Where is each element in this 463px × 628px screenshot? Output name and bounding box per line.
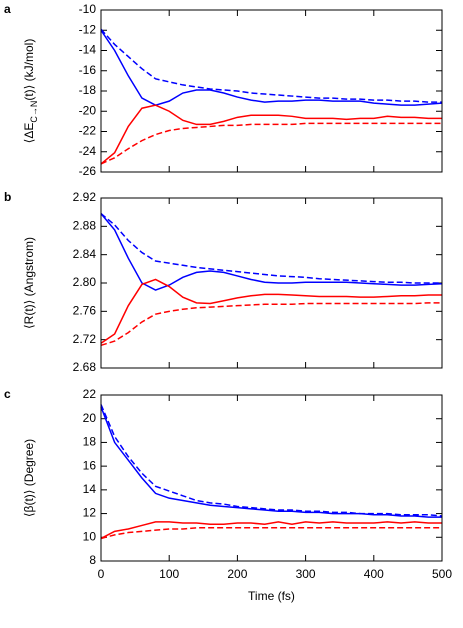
y-tick-label: 14 bbox=[83, 482, 97, 496]
y-tick-label: 12 bbox=[83, 506, 97, 520]
y-axis-title: ⟨β(t)⟩ (Degree) bbox=[22, 439, 36, 517]
y-tick-label: 20 bbox=[83, 411, 97, 425]
x-axis-title: Time (fs) bbox=[248, 589, 295, 603]
y-axis-title-part: ⟨ΔE bbox=[22, 123, 36, 144]
y-axis-title-part: C→N bbox=[29, 101, 39, 123]
x-tick-label: 300 bbox=[296, 567, 316, 581]
y-axis-title-part: (t)⟩ (kJ/mol) bbox=[22, 39, 36, 101]
y-tick-label: -24 bbox=[79, 144, 97, 158]
x-tick-label: 0 bbox=[98, 567, 105, 581]
y-tick-label: 2.76 bbox=[73, 304, 97, 318]
y-tick-label: -14 bbox=[79, 43, 97, 57]
series-line bbox=[100, 28, 442, 103]
x-tick-label: 200 bbox=[227, 567, 247, 581]
series-line bbox=[100, 521, 442, 540]
series-line bbox=[100, 122, 442, 165]
y-tick-label: 2.68 bbox=[73, 360, 97, 374]
panel: b 2.68 2.72 2.76 2.80 2.84 2.88 2.92 ⟨R(t)⟩ (Ang… bbox=[4, 190, 443, 374]
y-tick-label: -10 bbox=[79, 2, 97, 16]
y-tick-label: 22 bbox=[83, 387, 97, 401]
panel: c 8 10 12 14 16 18 20 22 0 100 200 300 400 500 Time (fs… bbox=[4, 387, 452, 603]
y-tick-label: -18 bbox=[79, 83, 97, 97]
panel-label: c bbox=[4, 387, 11, 401]
series-line bbox=[100, 29, 443, 106]
y-tick-label: 2.80 bbox=[73, 275, 97, 289]
plot-frame bbox=[100, 9, 443, 173]
y-tick-label: 2.88 bbox=[73, 219, 97, 233]
y-tick-label: -16 bbox=[79, 63, 97, 77]
series-line bbox=[100, 278, 442, 344]
y-tick-label: 10 bbox=[83, 529, 97, 543]
y-tick-label: 2.72 bbox=[73, 332, 97, 346]
y-axis-title: ⟨R(t)⟩ (Angstrom) bbox=[22, 237, 36, 329]
series-line bbox=[100, 104, 442, 165]
panel: a -26 -24 -22 -20 -18 -16 -14 -12 -10 ⟨ΔEC→N(t)⟩ (… bbox=[4, 2, 443, 178]
x-tick-label: 400 bbox=[364, 567, 384, 581]
series-line bbox=[100, 213, 442, 284]
series-line bbox=[100, 404, 443, 517]
plot-frame bbox=[100, 197, 443, 369]
y-tick-label: 2.84 bbox=[73, 247, 97, 261]
plot-frame bbox=[100, 394, 443, 562]
series-line bbox=[100, 527, 442, 540]
y-axis-title-part: ⟨R(t)⟩ (Angstrom) bbox=[22, 237, 36, 329]
series-line bbox=[100, 302, 442, 347]
x-tick-label: 500 bbox=[432, 567, 452, 581]
y-tick-label: -20 bbox=[79, 103, 97, 117]
y-tick-label: 16 bbox=[83, 458, 97, 472]
y-tick-label: 18 bbox=[83, 435, 97, 449]
y-tick-label: 2.92 bbox=[73, 190, 97, 204]
panel-label: b bbox=[4, 190, 11, 204]
x-tick-label: 100 bbox=[159, 567, 179, 581]
y-axis-title: ⟨ΔEC→N(t)⟩ (kJ/mol) bbox=[22, 39, 39, 144]
panel-label: a bbox=[4, 2, 11, 16]
y-tick-label: -22 bbox=[79, 124, 97, 138]
y-tick-label: 8 bbox=[89, 553, 96, 567]
y-tick-label: -12 bbox=[79, 22, 97, 36]
y-tick-label: -26 bbox=[79, 164, 97, 178]
y-axis-title-part: ⟨β(t)⟩ (Degree) bbox=[22, 439, 36, 517]
series-line bbox=[100, 406, 442, 518]
series-line bbox=[100, 213, 443, 291]
